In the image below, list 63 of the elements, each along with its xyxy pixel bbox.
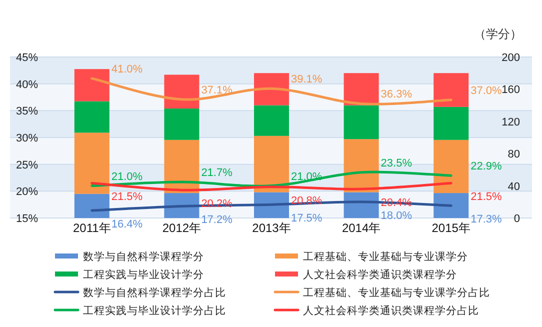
- data-label: 41.0%: [111, 63, 143, 76]
- bar: [434, 193, 469, 218]
- data-label: 21.0%: [111, 170, 143, 183]
- legend-label: 工程实践与毕业设计学分占比: [83, 304, 226, 317]
- data-label: 18.0%: [380, 210, 412, 222]
- bar: [74, 101, 110, 133]
- y-tick-label: 15%: [16, 213, 38, 225]
- legend-label: 人文社会科学类通识类课程学分占比: [303, 304, 479, 317]
- y-tick-label: 35%: [16, 106, 38, 118]
- bar: [344, 73, 379, 106]
- data-label: 17.5%: [291, 212, 322, 225]
- data-label: 17.2%: [201, 214, 233, 226]
- y-tick-label: 20%: [16, 186, 38, 198]
- x-tick-label: 2011年: [72, 221, 111, 235]
- y2-tick-label: 40: [508, 180, 520, 193]
- legend-label: 工程实践与毕业设计学分: [83, 268, 204, 281]
- bar: [74, 69, 110, 102]
- data-label: 21.7%: [201, 167, 233, 180]
- y-tick-label: 40%: [16, 78, 38, 91]
- bar: [434, 140, 469, 194]
- bar: [164, 140, 200, 194]
- bar: [434, 106, 469, 140]
- y2-tick-label: 120: [502, 116, 520, 128]
- bar: [254, 73, 289, 106]
- data-label: 39.1%: [291, 74, 322, 86]
- bar: [164, 74, 200, 109]
- y-tick-label: 45%: [16, 52, 38, 64]
- bar: [74, 132, 110, 194]
- legend-label: 人文社会科学类通识类课程学分: [303, 268, 457, 281]
- bar: [344, 105, 379, 140]
- bar: [254, 105, 289, 136]
- bar: [254, 192, 289, 218]
- legend-label: 数学与自然科学课程学分: [83, 250, 204, 263]
- bar: [344, 139, 379, 192]
- bar: [344, 192, 379, 218]
- legend-label: 工程基础、专业基础与专业课学分: [303, 250, 468, 263]
- data-label: 22.9%: [470, 160, 502, 173]
- data-label: 36.3%: [380, 88, 412, 101]
- legend-label: 工程基础、专业基础与专业课学分占比: [303, 286, 490, 299]
- x-tick-label: 2013年: [252, 221, 291, 235]
- x-tick-label: 2014年: [342, 221, 381, 235]
- y2-tick-label: 0: [514, 213, 520, 225]
- x-tick-label: 2015年: [432, 221, 470, 235]
- bar: [434, 73, 469, 107]
- data-label: 16.4%: [111, 218, 143, 230]
- x-tick-label: 2012年: [162, 221, 202, 235]
- y2-tick-label: 200: [502, 52, 520, 64]
- y2-axis-title: （学分）: [474, 27, 522, 41]
- bar: [254, 136, 289, 192]
- y2-tick-label: 80: [508, 148, 520, 161]
- legend-label: 数学与自然科学课程学分占比: [83, 286, 226, 299]
- data-label: 21.5%: [111, 191, 143, 204]
- data-label: 17.3%: [470, 214, 502, 226]
- bar: [74, 194, 110, 218]
- data-label: 37.1%: [201, 84, 233, 96]
- line-series: [90, 182, 452, 192]
- data-label: 37.0%: [470, 84, 502, 97]
- data-label: 23.5%: [380, 157, 412, 170]
- data-label: 21.5%: [470, 191, 502, 204]
- y-tick-label: 25%: [16, 159, 38, 172]
- bar: [164, 108, 200, 140]
- y-tick-label: 30%: [16, 132, 38, 144]
- y2-tick-label: 160: [502, 84, 520, 96]
